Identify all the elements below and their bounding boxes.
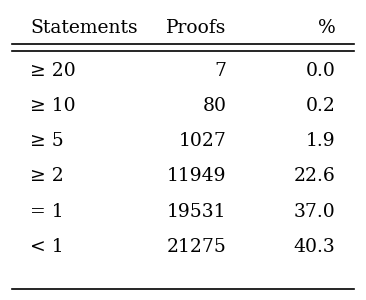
Text: ≥ 2: ≥ 2	[30, 167, 64, 185]
Text: = 1: = 1	[30, 202, 64, 220]
Text: %: %	[318, 19, 336, 37]
Text: 11949: 11949	[167, 167, 227, 185]
Text: 40.3: 40.3	[294, 238, 336, 256]
Text: 80: 80	[203, 97, 227, 115]
Text: 21275: 21275	[167, 238, 227, 256]
Text: 1.9: 1.9	[306, 132, 336, 150]
Text: 22.6: 22.6	[294, 167, 336, 185]
Text: 37.0: 37.0	[294, 202, 336, 220]
Text: 1027: 1027	[179, 132, 227, 150]
Text: Statements: Statements	[30, 19, 138, 37]
Text: ≥ 20: ≥ 20	[30, 62, 76, 80]
Text: 7: 7	[214, 62, 227, 80]
Text: ≥ 5: ≥ 5	[30, 132, 64, 150]
Text: 0.0: 0.0	[306, 62, 336, 80]
Text: ≥ 10: ≥ 10	[30, 97, 76, 115]
Text: 0.2: 0.2	[306, 97, 336, 115]
Text: 19531: 19531	[167, 202, 227, 220]
Text: < 1: < 1	[30, 238, 64, 256]
Text: Proofs: Proofs	[166, 19, 227, 37]
